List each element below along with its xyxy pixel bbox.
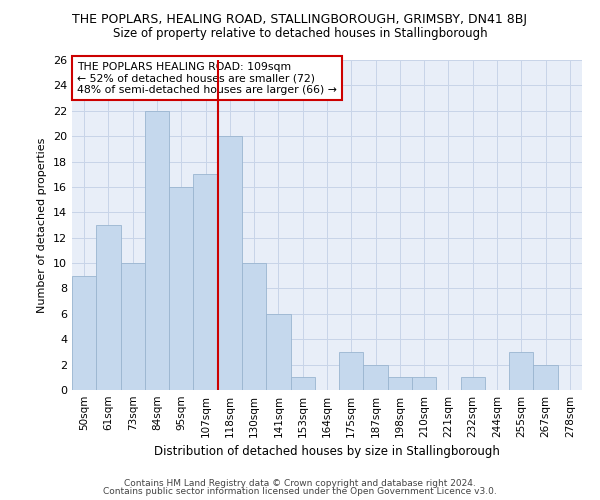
- Bar: [388, 378, 412, 390]
- Text: THE POPLARS HEALING ROAD: 109sqm
← 52% of detached houses are smaller (72)
48% o: THE POPLARS HEALING ROAD: 109sqm ← 52% o…: [77, 62, 337, 95]
- Bar: [145, 111, 169, 390]
- Bar: [72, 276, 96, 390]
- Text: Contains public sector information licensed under the Open Government Licence v3: Contains public sector information licen…: [103, 487, 497, 496]
- Bar: [96, 225, 121, 390]
- Bar: [533, 364, 558, 390]
- Bar: [412, 378, 436, 390]
- Bar: [242, 263, 266, 390]
- Bar: [461, 378, 485, 390]
- Y-axis label: Number of detached properties: Number of detached properties: [37, 138, 47, 312]
- Text: THE POPLARS, HEALING ROAD, STALLINGBOROUGH, GRIMSBY, DN41 8BJ: THE POPLARS, HEALING ROAD, STALLINGBOROU…: [73, 12, 527, 26]
- Bar: [169, 187, 193, 390]
- Text: Contains HM Land Registry data © Crown copyright and database right 2024.: Contains HM Land Registry data © Crown c…: [124, 478, 476, 488]
- Bar: [339, 352, 364, 390]
- Bar: [121, 263, 145, 390]
- Bar: [290, 378, 315, 390]
- Bar: [266, 314, 290, 390]
- Bar: [509, 352, 533, 390]
- Bar: [193, 174, 218, 390]
- Text: Size of property relative to detached houses in Stallingborough: Size of property relative to detached ho…: [113, 28, 487, 40]
- Bar: [218, 136, 242, 390]
- X-axis label: Distribution of detached houses by size in Stallingborough: Distribution of detached houses by size …: [154, 446, 500, 458]
- Bar: [364, 364, 388, 390]
